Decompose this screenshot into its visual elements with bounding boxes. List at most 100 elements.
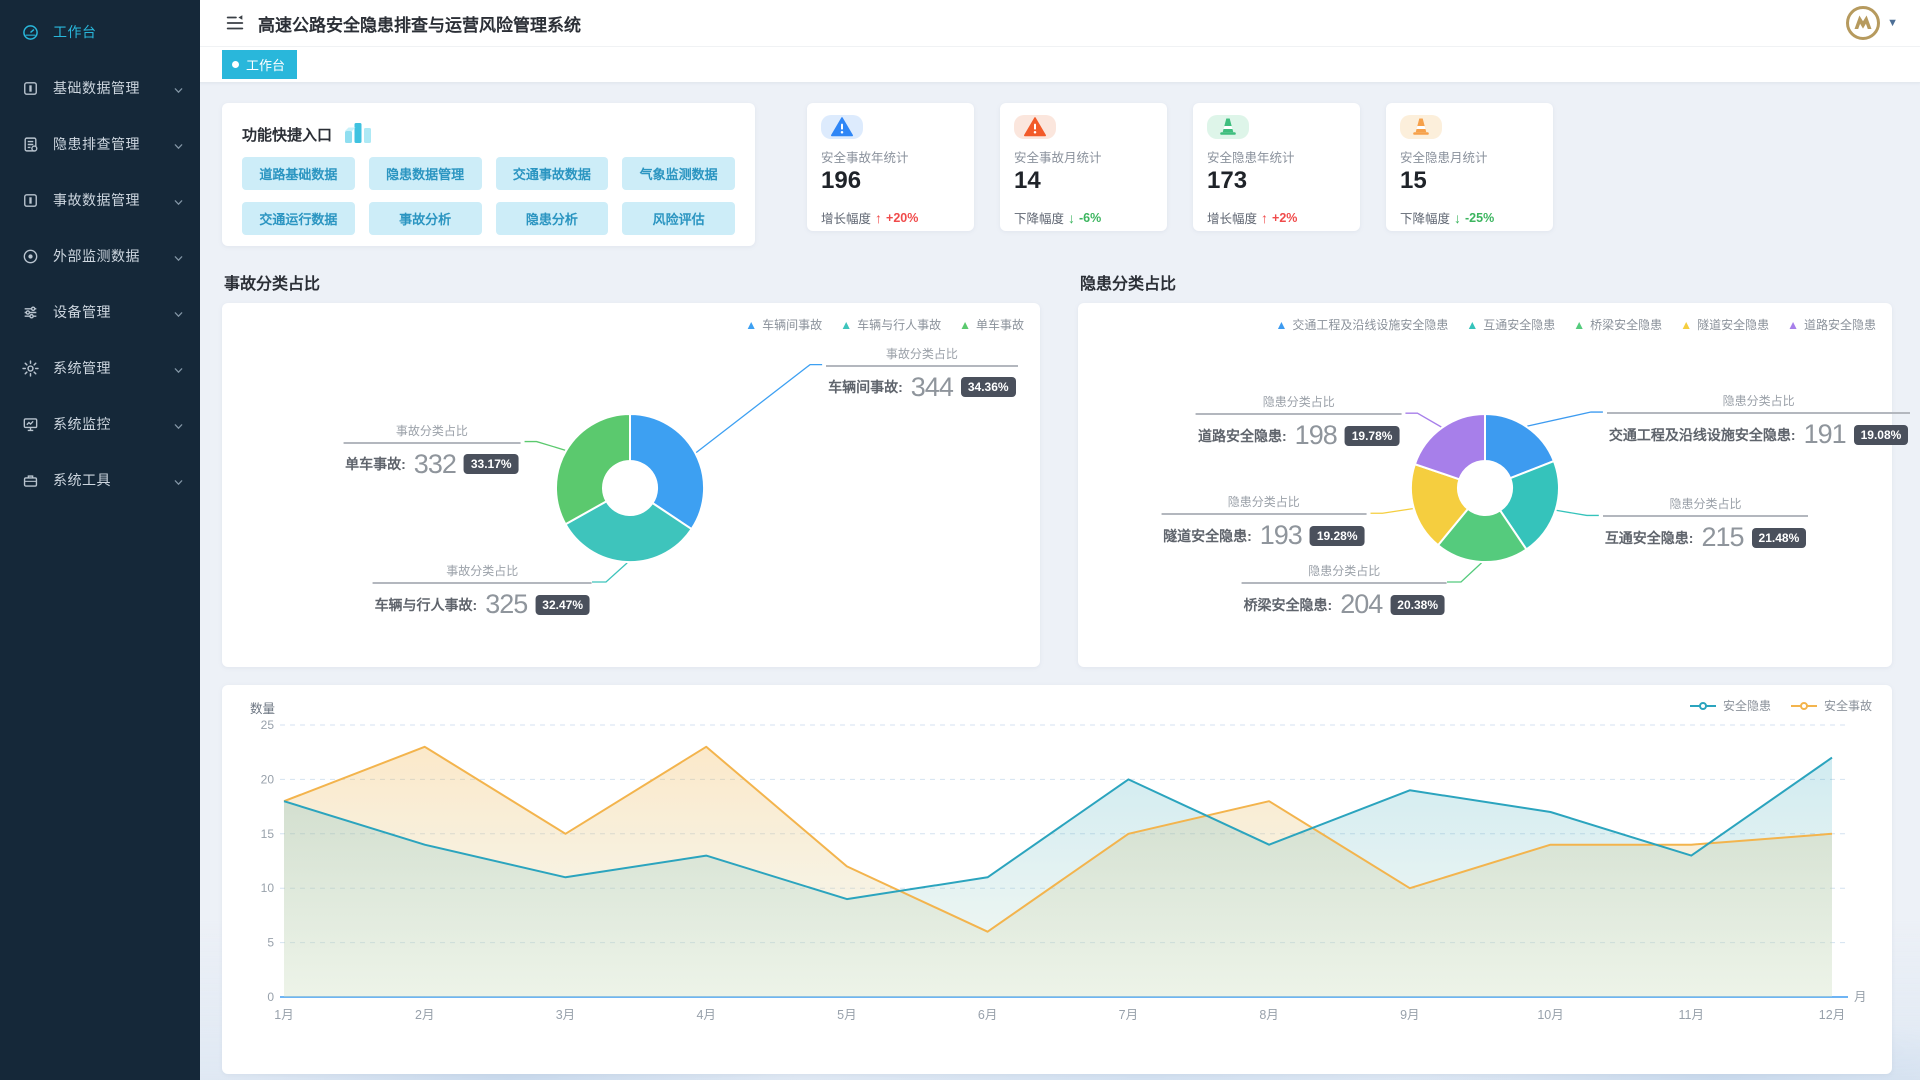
- svg-text:4月: 4月: [696, 1008, 715, 1022]
- pie-callout-line: [1370, 507, 1413, 514]
- quick-entry-button-6[interactable]: 事故分析: [368, 202, 482, 235]
- trend-legend-item[interactable]: 安全事故: [1790, 697, 1872, 714]
- accident-pie-card: ▲ 车辆间事故 ▲ 车辆与行人事故 ▲ 单车事故事故分类占比 车辆间事故: 344 34.36…: [222, 303, 1040, 667]
- sidebar-item-5[interactable]: 外部监测数据: [0, 228, 200, 284]
- svg-text:11月: 11月: [1679, 1008, 1704, 1022]
- sidebar-item-4[interactable]: 事故数据管理: [0, 172, 200, 228]
- stat-value: 14: [1014, 167, 1041, 194]
- trend-legend-label: 安全隐患: [1722, 699, 1771, 713]
- callout-value: 198: [1294, 420, 1338, 451]
- chevron-down-icon: [173, 363, 184, 374]
- pie-callout-label: 隐患分类占比 交通工程及沿线设施安全隐患: 191 19.08%: [1606, 392, 1911, 450]
- legend-label: 互通安全隐患: [1483, 318, 1556, 332]
- callout-name: 互通安全隐患:: [1604, 529, 1694, 546]
- legend-item[interactable]: ▲ 桥梁安全隐患: [1573, 316, 1662, 333]
- pie-callout-label: 隐患分类占比 互通安全隐患: 215 21.48%: [1602, 495, 1809, 553]
- pie-slice-0-2[interactable]: [564, 499, 693, 564]
- trend-label: 增长幅度: [821, 212, 872, 227]
- app-title: 高速公路安全隐患排查与运营风险管理系统: [258, 15, 581, 35]
- hazard-pie-section: 隐患分类占比 ▲ 交通工程及沿线设施安全隐患 ▲ 互通安全隐患 ▲ 桥梁安全隐患 ▲ 隧道安全…: [1078, 256, 1911, 667]
- sidebar-item-label: 隐患排查管理: [53, 136, 140, 152]
- pie-slice-1-4[interactable]: [1410, 462, 1470, 547]
- legend-item[interactable]: ▲ 单车事故: [959, 316, 1024, 333]
- line-circle-marker-icon: [1790, 701, 1817, 710]
- stat-trend: 下降幅度 ↓ -25%: [1400, 208, 1539, 227]
- pie-callout-label: 隐患分类占比 道路安全隐患: 198 19.78%: [1196, 393, 1402, 451]
- svg-text:0: 0: [267, 990, 274, 1004]
- pie-callout-line: [592, 562, 628, 583]
- stat-label: 安全事故年统计: [821, 151, 909, 165]
- svg-text:10: 10: [261, 881, 275, 895]
- stat-label: 安全隐患年统计: [1207, 151, 1295, 165]
- legend-item[interactable]: ▲ 互通安全隐患: [1466, 316, 1555, 333]
- quick-entry-button-2[interactable]: 隐患数据管理: [368, 157, 482, 190]
- quick-entry-button-1[interactable]: 道路基础数据: [242, 157, 355, 190]
- sidebar-item-label: 外部监测数据: [53, 248, 140, 264]
- pie-slice-1-3[interactable]: [1436, 507, 1528, 563]
- trend-legend-item[interactable]: 安全隐患: [1689, 697, 1771, 714]
- trend-up-arrow-icon: ↑: [1261, 209, 1269, 226]
- line-circle-marker-icon: [1689, 701, 1716, 710]
- accident-pie-section: 事故分类占比 ▲ 车辆间事故 ▲ 车辆与行人事故 ▲ 单车事故事故分类占比 车辆间事故: 3…: [222, 256, 1040, 667]
- pie-slice-0-3[interactable]: [555, 412, 631, 526]
- quick-entry-buttons: 道路基础数据 隐患数据管理 交通事故数据 气象监测数据交通运行数据 事故分析 隐患分析 风险…: [242, 157, 735, 235]
- pie-slice-1-5[interactable]: [1413, 412, 1486, 481]
- legend-item[interactable]: ▲ 交通工程及沿线设施安全隐患: [1275, 316, 1448, 333]
- quick-entry-button-3[interactable]: 交通事故数据: [495, 157, 609, 190]
- sidebar-item-1[interactable]: 工作台: [0, 4, 200, 60]
- system-monitor-icon: [22, 416, 39, 433]
- bar-chart-3d-icon: [342, 119, 376, 145]
- legend-item[interactable]: ▲ 隧道安全隐患: [1680, 316, 1769, 333]
- sidebar-item-3[interactable]: 隐患排查管理: [0, 116, 200, 172]
- trend-down-arrow-icon: ↓: [1454, 209, 1462, 226]
- legend-label: 交通工程及沿线设施安全隐患: [1292, 318, 1449, 332]
- quick-entry-button-8[interactable]: 风险评估: [622, 202, 735, 235]
- svg-text:1月: 1月: [274, 1008, 293, 1022]
- area-安全隐患: [284, 757, 1832, 997]
- base-data-icon: [22, 80, 39, 97]
- callout-value: 344: [910, 371, 954, 402]
- pie-slice-1-1[interactable]: [1484, 412, 1556, 480]
- callout-series-title: 事故分类占比: [885, 346, 958, 361]
- stat-card-2: 安全事故月统计 14 下降幅度 ↓ -6%: [1000, 103, 1167, 231]
- legend-label: 桥梁安全隐患: [1590, 318, 1663, 332]
- page-content: 功能快捷入口 道路基础数据 隐患数据管理 交通事故数据 气象监测数据 交通运行数据 事故分…: [200, 83, 1920, 1080]
- legend-label: 单车事故: [975, 318, 1024, 332]
- sidebar-item-9[interactable]: 系统工具: [0, 452, 200, 508]
- sidebar-item-label: 事故数据管理: [53, 192, 140, 208]
- legend-label: 道路安全隐患: [1803, 318, 1876, 332]
- legend-label: 车辆间事故: [762, 318, 823, 332]
- chevron-down-icon[interactable]: ▼: [1887, 17, 1898, 29]
- legend-item[interactable]: ▲ 道路安全隐患: [1787, 316, 1876, 333]
- pie-callout-label: 事故分类占比 车辆间事故: 344 34.36%: [826, 345, 1018, 403]
- sidebar-item-8[interactable]: 系统监控: [0, 396, 200, 452]
- quick-entry-button-4[interactable]: 气象监测数据: [622, 157, 735, 190]
- pie-callout-line: [1405, 412, 1442, 428]
- traffic-cone-icon: [1207, 115, 1249, 139]
- stat-value: 15: [1400, 167, 1427, 194]
- tab-workbench[interactable]: 工作台: [222, 50, 298, 79]
- pie-callout-line: [1556, 509, 1599, 517]
- legend-item[interactable]: ▲ 车辆与行人事故: [840, 316, 941, 333]
- gold-m-logo-avatar[interactable]: [1845, 5, 1881, 41]
- hazard-inspection-icon: [22, 136, 39, 153]
- quick-entry-button-7[interactable]: 隐患分析: [495, 202, 609, 235]
- callout-series-title: 隐患分类占比: [1722, 394, 1795, 409]
- sidebar-item-2[interactable]: 基础数据管理: [0, 60, 200, 116]
- trend-chart: 0 5 10 15 20 25 数量 1月 2月 3月 4月 5月 6月 7月 8月 9月 10月 11月 12…: [238, 695, 1876, 1040]
- callout-name: 隧道安全隐患:: [1163, 527, 1252, 544]
- trend-legend: 安全隐患 安全事故: [1689, 697, 1872, 714]
- callout-value: 325: [485, 589, 528, 619]
- pie-slice-1-2[interactable]: [1498, 459, 1560, 551]
- system-gear-icon: [22, 359, 39, 377]
- trend-down-arrow-icon: ↓: [1068, 209, 1076, 226]
- sidebar-item-7[interactable]: 系统管理: [0, 340, 200, 396]
- quick-entry-button-5[interactable]: 交通运行数据: [242, 202, 355, 235]
- pie-slice-0-1[interactable]: [629, 412, 706, 531]
- traffic-cone-icon: [1400, 115, 1442, 139]
- triangle-marker-icon: ▲: [1275, 317, 1288, 332]
- legend-item[interactable]: ▲ 车辆间事故: [745, 316, 822, 333]
- collapse-menu-icon[interactable]: [224, 12, 246, 34]
- sidebar-item-6[interactable]: 设备管理: [0, 284, 200, 340]
